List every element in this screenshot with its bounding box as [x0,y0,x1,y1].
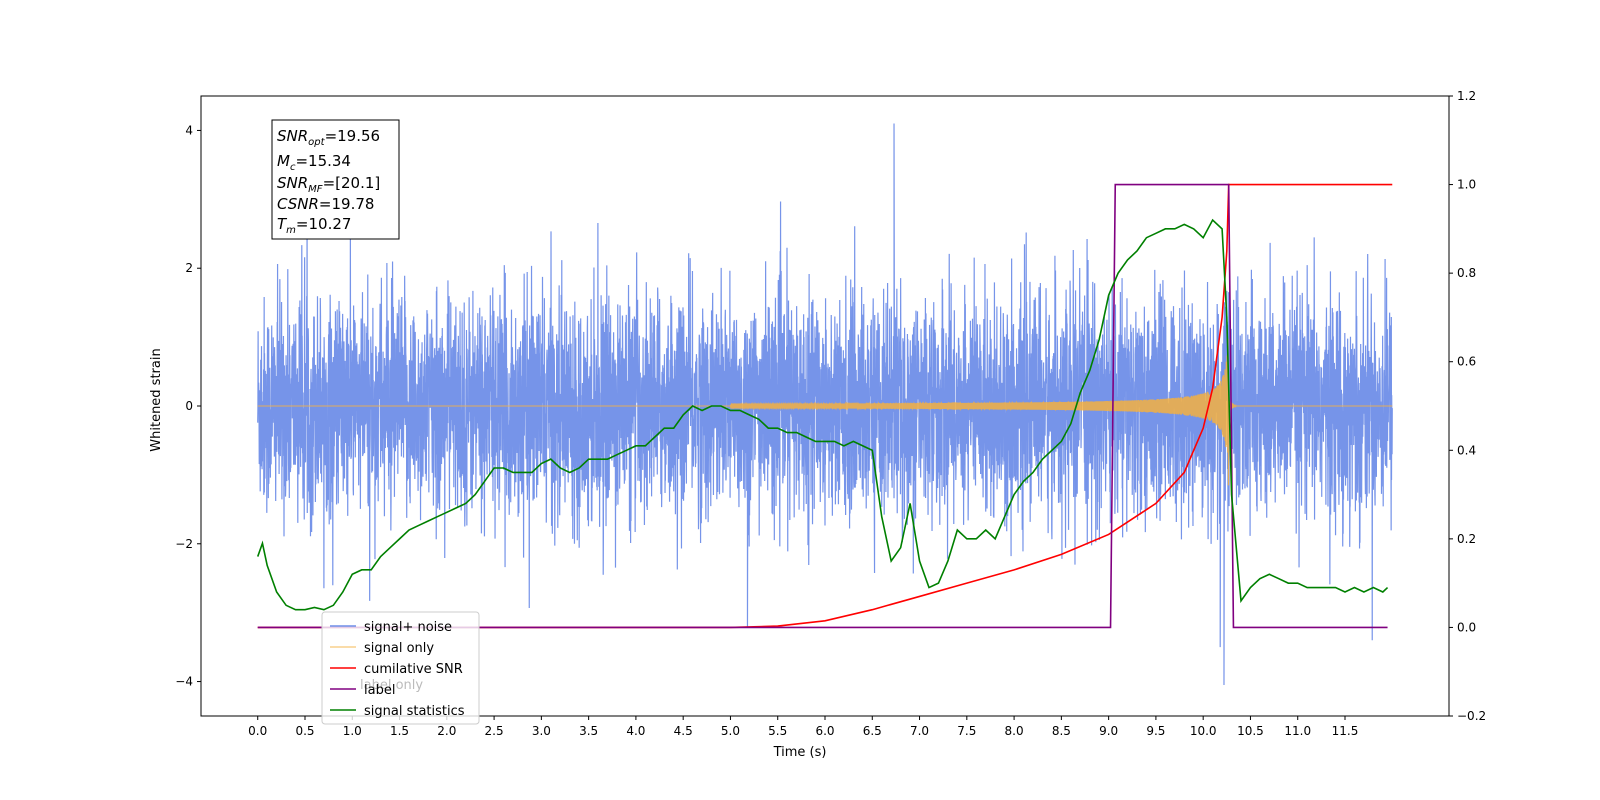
y2-tick-label: 0.0 [1457,620,1476,634]
plot-area [256,123,1393,686]
y2-tick-label: 0.2 [1457,532,1476,546]
legend-label: label [364,683,395,698]
y2-tick-label: 1.2 [1457,89,1476,103]
axes: 0.0 0.5 1.0 1.5 2.0 2.5 3.0 3.5 4.0 4.5 5.0 5.5 6.0 6… [175,89,1486,738]
x-tick-label: 9.5 [1146,724,1165,738]
y-tick-label: 4 [185,123,193,137]
x-tick-label: 8.5 [1052,724,1071,738]
legend-label: signal statistics [364,704,465,719]
x-tick-label: 10.5 [1237,724,1264,738]
annotation-line: CSNR=19.78 [277,195,374,213]
y-tick-label: −4 [175,675,193,689]
y2-tick-label: 0.8 [1457,266,1476,280]
x-tick-label: 4.0 [626,724,645,738]
x-tick-label: 5.5 [768,724,787,738]
x-tick-label: 4.5 [674,724,693,738]
annotation-line: SNRMF=[20.1] [277,174,380,195]
series-label [257,183,1388,629]
x-tick-label: 0.0 [248,724,267,738]
legend-label: signal+ noise [364,620,452,635]
y-axis-label: Whitened strain [149,348,164,451]
legend-hidden-text: label only [360,678,423,693]
legend-label: signal only [364,641,434,656]
y2-tick-label: 1.0 [1457,178,1476,192]
y2-tick-label: −0.2 [1457,709,1486,723]
x-tick-label: 11.5 [1332,724,1359,738]
x-tick-label: 0.5 [295,724,314,738]
y2-tick-label: 0.6 [1457,355,1476,369]
y-tick-label: 2 [185,261,193,275]
x-tick-label: 2.0 [437,724,456,738]
x-tick-label: 1.5 [390,724,409,738]
x-tick-label: 8.0 [1005,724,1024,738]
x-tick-label: 1.0 [343,724,362,738]
y2-tick-label: 0.4 [1457,443,1476,457]
x-tick-label: 5.0 [721,724,740,738]
x-tick-label: 7.0 [910,724,929,738]
x-tick-label: 7.5 [957,724,976,738]
legend: label only signal+ noise signal only cumila… [321,611,480,725]
x-tick-label: 2.5 [485,724,504,738]
x-tick-label: 6.0 [815,724,834,738]
annotation-line: Tm=10.27 [277,215,351,236]
x-tick-label: 9.0 [1099,724,1118,738]
x-axis-label: Time (s) [773,745,827,760]
x-tick-label: 3.0 [532,724,551,738]
x-tick-label: 3.5 [579,724,598,738]
series-signal-statistics [256,218,1389,611]
x-tick-label: 11.0 [1284,724,1311,738]
annotation-line: SNRopt=19.56 [277,127,380,148]
y-tick-label: 0 [185,399,193,413]
series-signal-only [257,338,1393,486]
annotation-box: SNRopt=19.56 Mc=15.34SNRMF=[20.1]CSNR=19.… [271,119,400,240]
x-tick-label: 6.5 [863,724,882,738]
annotation-line: Mc=15.34 [277,152,351,173]
series-cumilative-snr [257,183,1393,629]
legend-label: cumilative SNR [364,662,463,677]
series-signal-noise [257,123,1393,686]
y-tick-label: −2 [175,537,193,551]
x-tick-label: 10.0 [1190,724,1217,738]
